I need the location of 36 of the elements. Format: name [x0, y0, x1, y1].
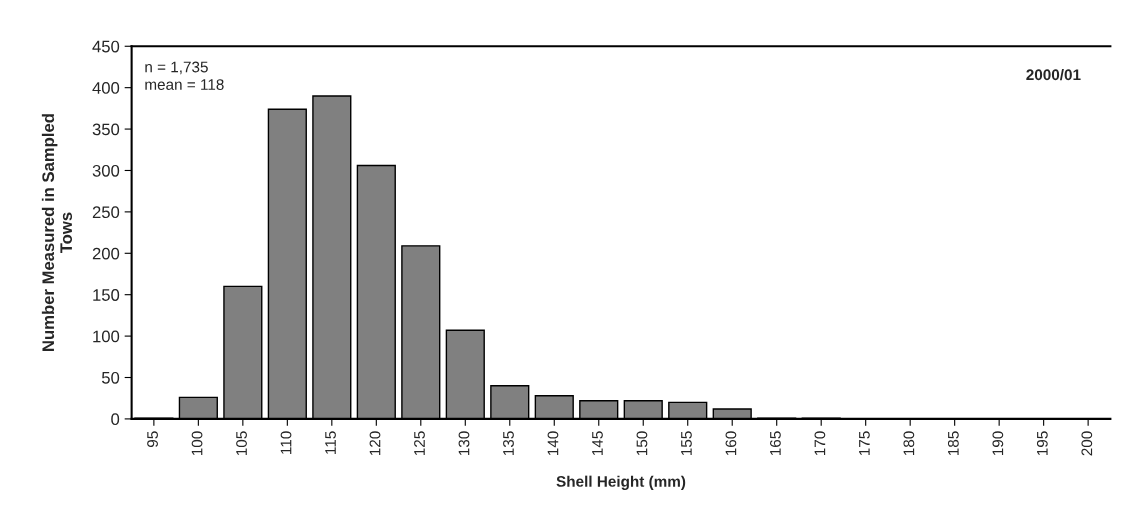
x-tick-label: 120 — [369, 431, 381, 456]
x-tick-label: 150 — [636, 431, 648, 456]
x-tick-label: 95 — [147, 431, 158, 447]
x-tick-label: 200 — [1081, 431, 1093, 456]
x-tick-label: 170 — [814, 431, 826, 456]
y-tick-label: 450 — [92, 40, 120, 53]
y-tick-label: 50 — [101, 371, 120, 384]
x-tick-label: 105 — [236, 431, 247, 456]
y-tick-label: 100 — [93, 330, 120, 343]
x-tick-label: 135 — [503, 431, 514, 456]
x-tick-label: 100 — [191, 431, 203, 456]
x-tick-label: 165 — [769, 431, 781, 456]
y-tick-label: 200 — [92, 247, 120, 260]
y-tick-label: 250 — [92, 206, 120, 219]
annotation: n = 1,735 mean = 118 — [145, 61, 224, 90]
x-tick-label: 185 — [947, 431, 959, 456]
x-tick-label: 130 — [458, 431, 470, 456]
x-tick-label: 180 — [903, 431, 915, 456]
y-axis-title: Number Measured in Sampled Tows — [41, 114, 73, 351]
y-tick-label: 150 — [93, 289, 120, 301]
x-tick-label: 195 — [1036, 431, 1048, 456]
x-tick-label: 190 — [992, 431, 1004, 456]
y-tick-label: 400 — [92, 82, 120, 94]
x-tick-label: 175 — [859, 431, 870, 456]
x-tick-label: 160 — [725, 431, 737, 456]
x-axis-title: Shell Height (mm) — [556, 475, 686, 490]
y-tick-label: 350 — [92, 123, 120, 136]
annotation: 2000/01 — [1026, 68, 1081, 81]
x-tick-label: 115 — [325, 431, 336, 454]
x-tick-label: 140 — [547, 431, 559, 456]
x-tick-label: 155 — [681, 431, 692, 456]
x-tick-label: 110 — [280, 431, 292, 454]
x-tick-label: 125 — [414, 431, 425, 456]
y-tick-label: 0 — [111, 413, 120, 426]
x-tick-label: 145 — [592, 431, 603, 456]
y-tick-label: 300 — [92, 164, 120, 177]
